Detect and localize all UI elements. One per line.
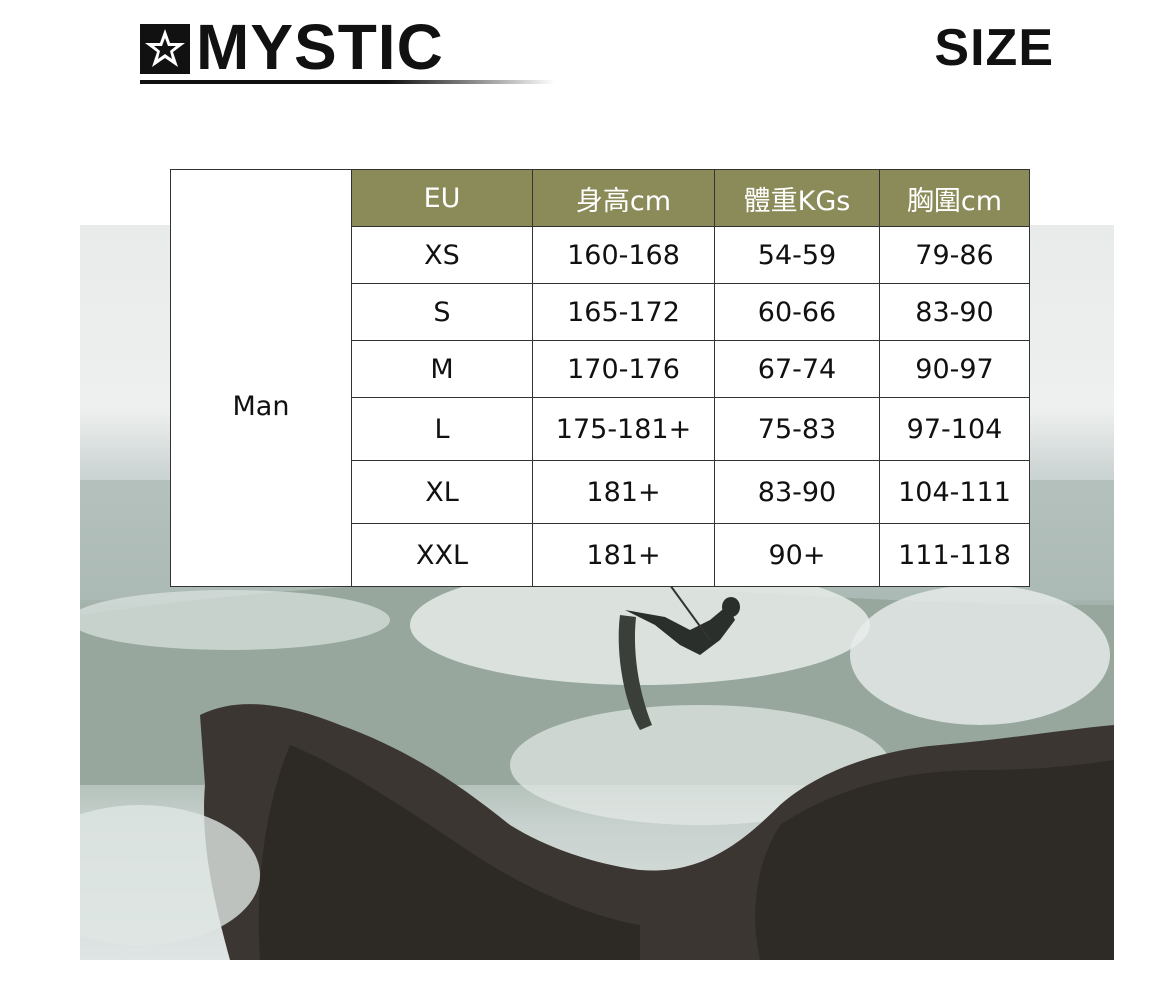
cell-size: L	[351, 397, 533, 461]
cell-chest: 104-111	[879, 460, 1030, 524]
cell-size: S	[351, 283, 533, 341]
size-chart-table: EU 身高cm 體重KGs 胸圍cm Man XS 160-168 54-59 …	[170, 169, 1030, 587]
cell-weight: 83-90	[714, 460, 880, 524]
cell-chest: 97-104	[879, 397, 1030, 461]
table-row: Man XS 160-168 54-59 79-86	[170, 226, 1030, 587]
cell-height: 181+	[532, 460, 715, 524]
column-header-weight: 體重KGs	[714, 169, 880, 227]
cell-chest: 90-97	[879, 340, 1030, 398]
brand-underline	[140, 80, 555, 84]
cell-height: 160-168	[532, 226, 715, 284]
cell-size: M	[351, 340, 533, 398]
table-row: L 175-181+ 75-83 97-104	[171, 397, 1030, 461]
mystic-star-icon	[140, 24, 190, 74]
table-row: M 170-176 67-74 90-97	[171, 340, 1030, 398]
cell-chest: 111-118	[879, 523, 1030, 587]
cell-weight: 67-74	[714, 340, 880, 398]
cell-height: 175-181+	[532, 397, 715, 461]
cell-weight: 75-83	[714, 397, 880, 461]
table-header-row: EU 身高cm 體重KGs 胸圍cm	[170, 169, 1030, 227]
cell-size: XL	[351, 460, 533, 524]
cell-chest: 83-90	[879, 283, 1030, 341]
cell-weight: 90+	[714, 523, 880, 587]
column-header-height: 身高cm	[532, 169, 715, 227]
cell-weight: 60-66	[714, 283, 880, 341]
table-row: S 165-172 60-66 83-90	[171, 283, 1030, 341]
brand-name: MYSTIC	[196, 11, 444, 83]
cell-height: 181+	[532, 523, 715, 587]
cell-weight: 54-59	[714, 226, 880, 284]
table-row: XXL 181+ 90+ 111-118	[171, 523, 1030, 587]
cell-height: 170-176	[532, 340, 715, 398]
column-header-eu: EU	[351, 169, 533, 227]
table-row: XL 181+ 83-90 104-111	[171, 460, 1030, 524]
cell-size: XXL	[351, 523, 533, 587]
group-label-man: Man	[170, 226, 352, 587]
cell-height: 165-172	[532, 283, 715, 341]
brand-header: MYSTIC	[140, 14, 560, 86]
cell-size: XS	[351, 226, 533, 284]
table-corner-cell	[170, 169, 352, 227]
cell-chest: 79-86	[879, 226, 1030, 284]
column-header-chest: 胸圍cm	[879, 169, 1030, 227]
page-title: SIZE	[934, 19, 1054, 77]
